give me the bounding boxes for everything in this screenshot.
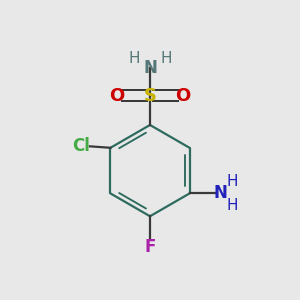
Text: F: F bbox=[144, 238, 156, 256]
Text: S: S bbox=[143, 86, 157, 104]
Text: H: H bbox=[128, 51, 140, 66]
Text: H: H bbox=[226, 174, 238, 189]
Text: N: N bbox=[143, 58, 157, 76]
Text: Cl: Cl bbox=[72, 137, 90, 155]
Text: O: O bbox=[110, 86, 124, 104]
Text: H: H bbox=[160, 51, 172, 66]
Text: H: H bbox=[226, 198, 238, 213]
Text: N: N bbox=[214, 184, 227, 202]
Text: O: O bbox=[176, 86, 190, 104]
